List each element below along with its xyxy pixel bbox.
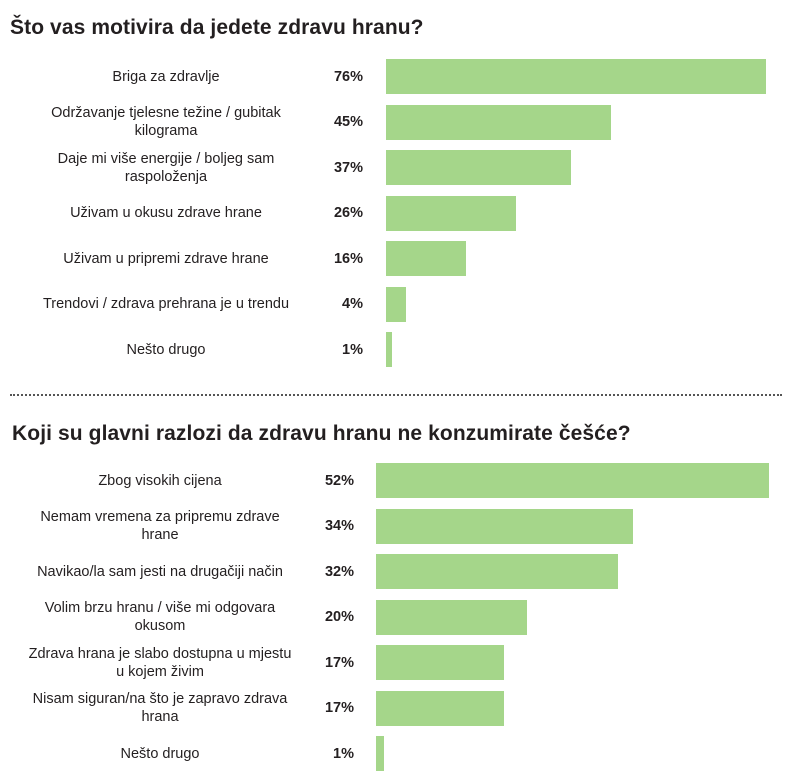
value-label: 17% — [324, 654, 354, 671]
bar-row: Nešto drugo 1% — [0, 332, 795, 367]
value-label: 16% — [333, 250, 363, 267]
bar — [386, 241, 466, 276]
category-label: Zdrava hrana je slabo dostupna u mjestu … — [28, 645, 292, 680]
bar-row: Navikao/la sam jesti na drugačiji način 3… — [0, 554, 795, 589]
bar-row: Volim brzu hranu / više mi odgovara okus… — [0, 599, 795, 635]
category-label: Briga za zdravlje — [112, 68, 220, 85]
category-label: Zbog visokih cijena — [98, 472, 222, 489]
category-label: Održavanje tjelesne težine / gubitak kil… — [51, 105, 281, 139]
value-label: 45% — [333, 114, 363, 130]
category-label: Uživam u pripremi zdrave hrane — [63, 250, 269, 267]
bar-row: Nešto drugo 1% — [0, 736, 795, 771]
value-label: 34% — [324, 518, 354, 534]
category-label: Daje mi više energije / boljeg sam raspo… — [57, 150, 275, 185]
chart-2-title: Koji su glavni razlozi da zdravu hranu n… — [12, 422, 631, 445]
category-label: Trendovi / zdrava prehrana je u trendu — [42, 296, 290, 312]
bar — [386, 286, 406, 322]
category-label: Navikao/la sam jesti na drugačiji način — [37, 563, 283, 580]
value-label: 26% — [333, 205, 363, 221]
category-label: Uživam u okusu zdrave hrane — [70, 205, 262, 221]
bar — [376, 508, 633, 544]
bar-row: Uživam u okusu zdrave hrane 26% — [0, 195, 795, 231]
bar-row: Nemam vremena za pripremu zdrave hrane 34… — [0, 508, 795, 544]
bar-row: Zdrava hrana je slabo dostupna u mjestu … — [0, 645, 795, 680]
category-label: Nešto drugo — [126, 341, 206, 358]
value-label: 20% — [324, 609, 354, 625]
bar — [386, 150, 571, 185]
value-label: 17% — [324, 700, 354, 716]
chart-1-title: Što vas motivira da jedete zdravu hranu? — [10, 16, 424, 39]
bar — [376, 736, 384, 771]
value-label: 1% — [342, 341, 363, 358]
value-label: 37% — [333, 159, 363, 176]
bar — [376, 463, 769, 498]
bar — [386, 195, 516, 231]
category-label: Volim brzu hranu / više mi odgovara okus… — [44, 600, 276, 634]
bar — [386, 59, 766, 94]
bar — [376, 690, 505, 726]
category-label: Nešto drugo — [120, 745, 200, 762]
bar — [376, 645, 505, 680]
bar — [386, 332, 392, 367]
category-label: Nemam vremena za pripremu zdrave hrane — [40, 509, 280, 543]
value-label: 1% — [333, 745, 354, 762]
category-label: Nisam siguran/na što je zapravo zdrava h… — [32, 691, 288, 725]
value-label: 32% — [324, 563, 354, 580]
value-label: 4% — [342, 296, 363, 312]
bar — [386, 104, 611, 140]
bar-row: Uživam u pripremi zdrave hrane 16% — [0, 241, 795, 276]
bar-row: Briga za zdravlje 76% — [0, 59, 795, 94]
value-label: 76% — [333, 68, 363, 85]
bar-row: Daje mi više energije / boljeg sam raspo… — [0, 150, 795, 185]
bar-row: Održavanje tjelesne težine / gubitak kil… — [0, 104, 795, 140]
bar-row: Nisam siguran/na što je zapravo zdrava h… — [0, 690, 795, 726]
bar-row: Trendovi / zdrava prehrana je u trendu 4% — [0, 286, 795, 322]
section-divider — [10, 394, 782, 396]
bar — [376, 554, 618, 589]
value-label: 52% — [324, 472, 354, 489]
bar — [376, 599, 528, 635]
bar-row: Zbog visokih cijena 52% — [0, 463, 795, 498]
